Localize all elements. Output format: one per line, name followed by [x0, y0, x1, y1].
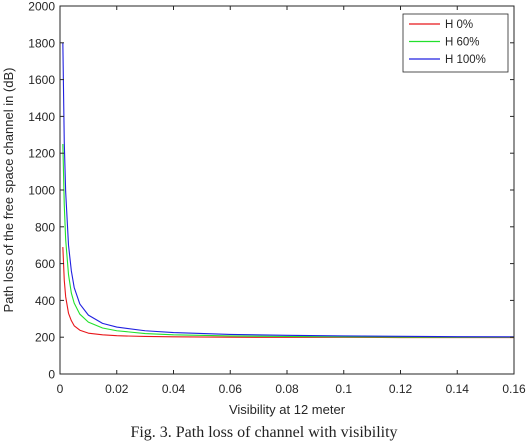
line-chart: 0 0.02 0.04 0.06 0.08 0.1 0.12 0.14 0.16 0 200 400 6… — [1, 0, 526, 417]
x-tick-label: 0.06 — [219, 382, 243, 396]
x-tick-label: 0.12 — [389, 382, 413, 396]
y-tick-label: 2000 — [28, 0, 55, 14]
x-tick-label: 0.08 — [275, 382, 299, 396]
x-axis-title: Visibility at 12 meter — [229, 402, 346, 417]
y-tick-label: 1600 — [28, 73, 55, 87]
y-tick-label: 1400 — [28, 110, 55, 124]
y-tick-label: 600 — [35, 257, 55, 271]
legend: H 0% H 60% H 100% — [402, 13, 509, 73]
figure-caption: Fig. 3. Path loss of channel with visibi… — [130, 424, 398, 441]
series-line-0 — [62, 247, 514, 339]
x-tick-label: 0.1 — [335, 382, 352, 396]
axis-layer: 0 0.02 0.04 0.06 0.08 0.1 0.12 0.14 0.16 0 200 400 6… — [28, 0, 526, 396]
legend-label-0: H 0% — [445, 19, 473, 31]
y-tick-label: 1200 — [28, 147, 55, 161]
x-tick-label: 0.14 — [446, 382, 470, 396]
x-tick-label: 0.02 — [105, 382, 129, 396]
y-axis-title: Path loss of the free space channel in (… — [1, 68, 16, 313]
y-tick-label: 1000 — [28, 184, 55, 198]
legend-label-1: H 60% — [445, 37, 480, 49]
y-tick-label: 1800 — [28, 36, 55, 50]
series-line-2 — [62, 42, 515, 338]
series-line-1 — [62, 143, 514, 338]
plot-frame — [59, 5, 515, 375]
x-tick-label: 0 — [57, 382, 64, 396]
series-layer — [62, 42, 515, 339]
x-tick-label: 0.16 — [502, 382, 526, 396]
legend-label-2: H 100% — [445, 54, 486, 66]
y-tick-label: 800 — [35, 220, 55, 234]
y-tick-label: 400 — [35, 294, 55, 308]
y-tick-label: 200 — [35, 331, 55, 345]
x-tick-label: 0.04 — [162, 382, 186, 396]
y-tick-label: 0 — [48, 368, 55, 382]
